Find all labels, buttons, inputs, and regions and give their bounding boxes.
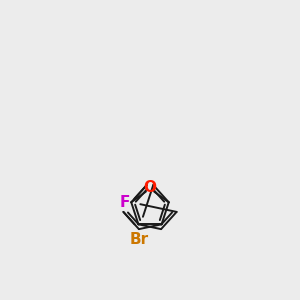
Text: F: F (119, 195, 130, 210)
Text: O: O (143, 180, 157, 195)
Text: Br: Br (129, 232, 148, 247)
